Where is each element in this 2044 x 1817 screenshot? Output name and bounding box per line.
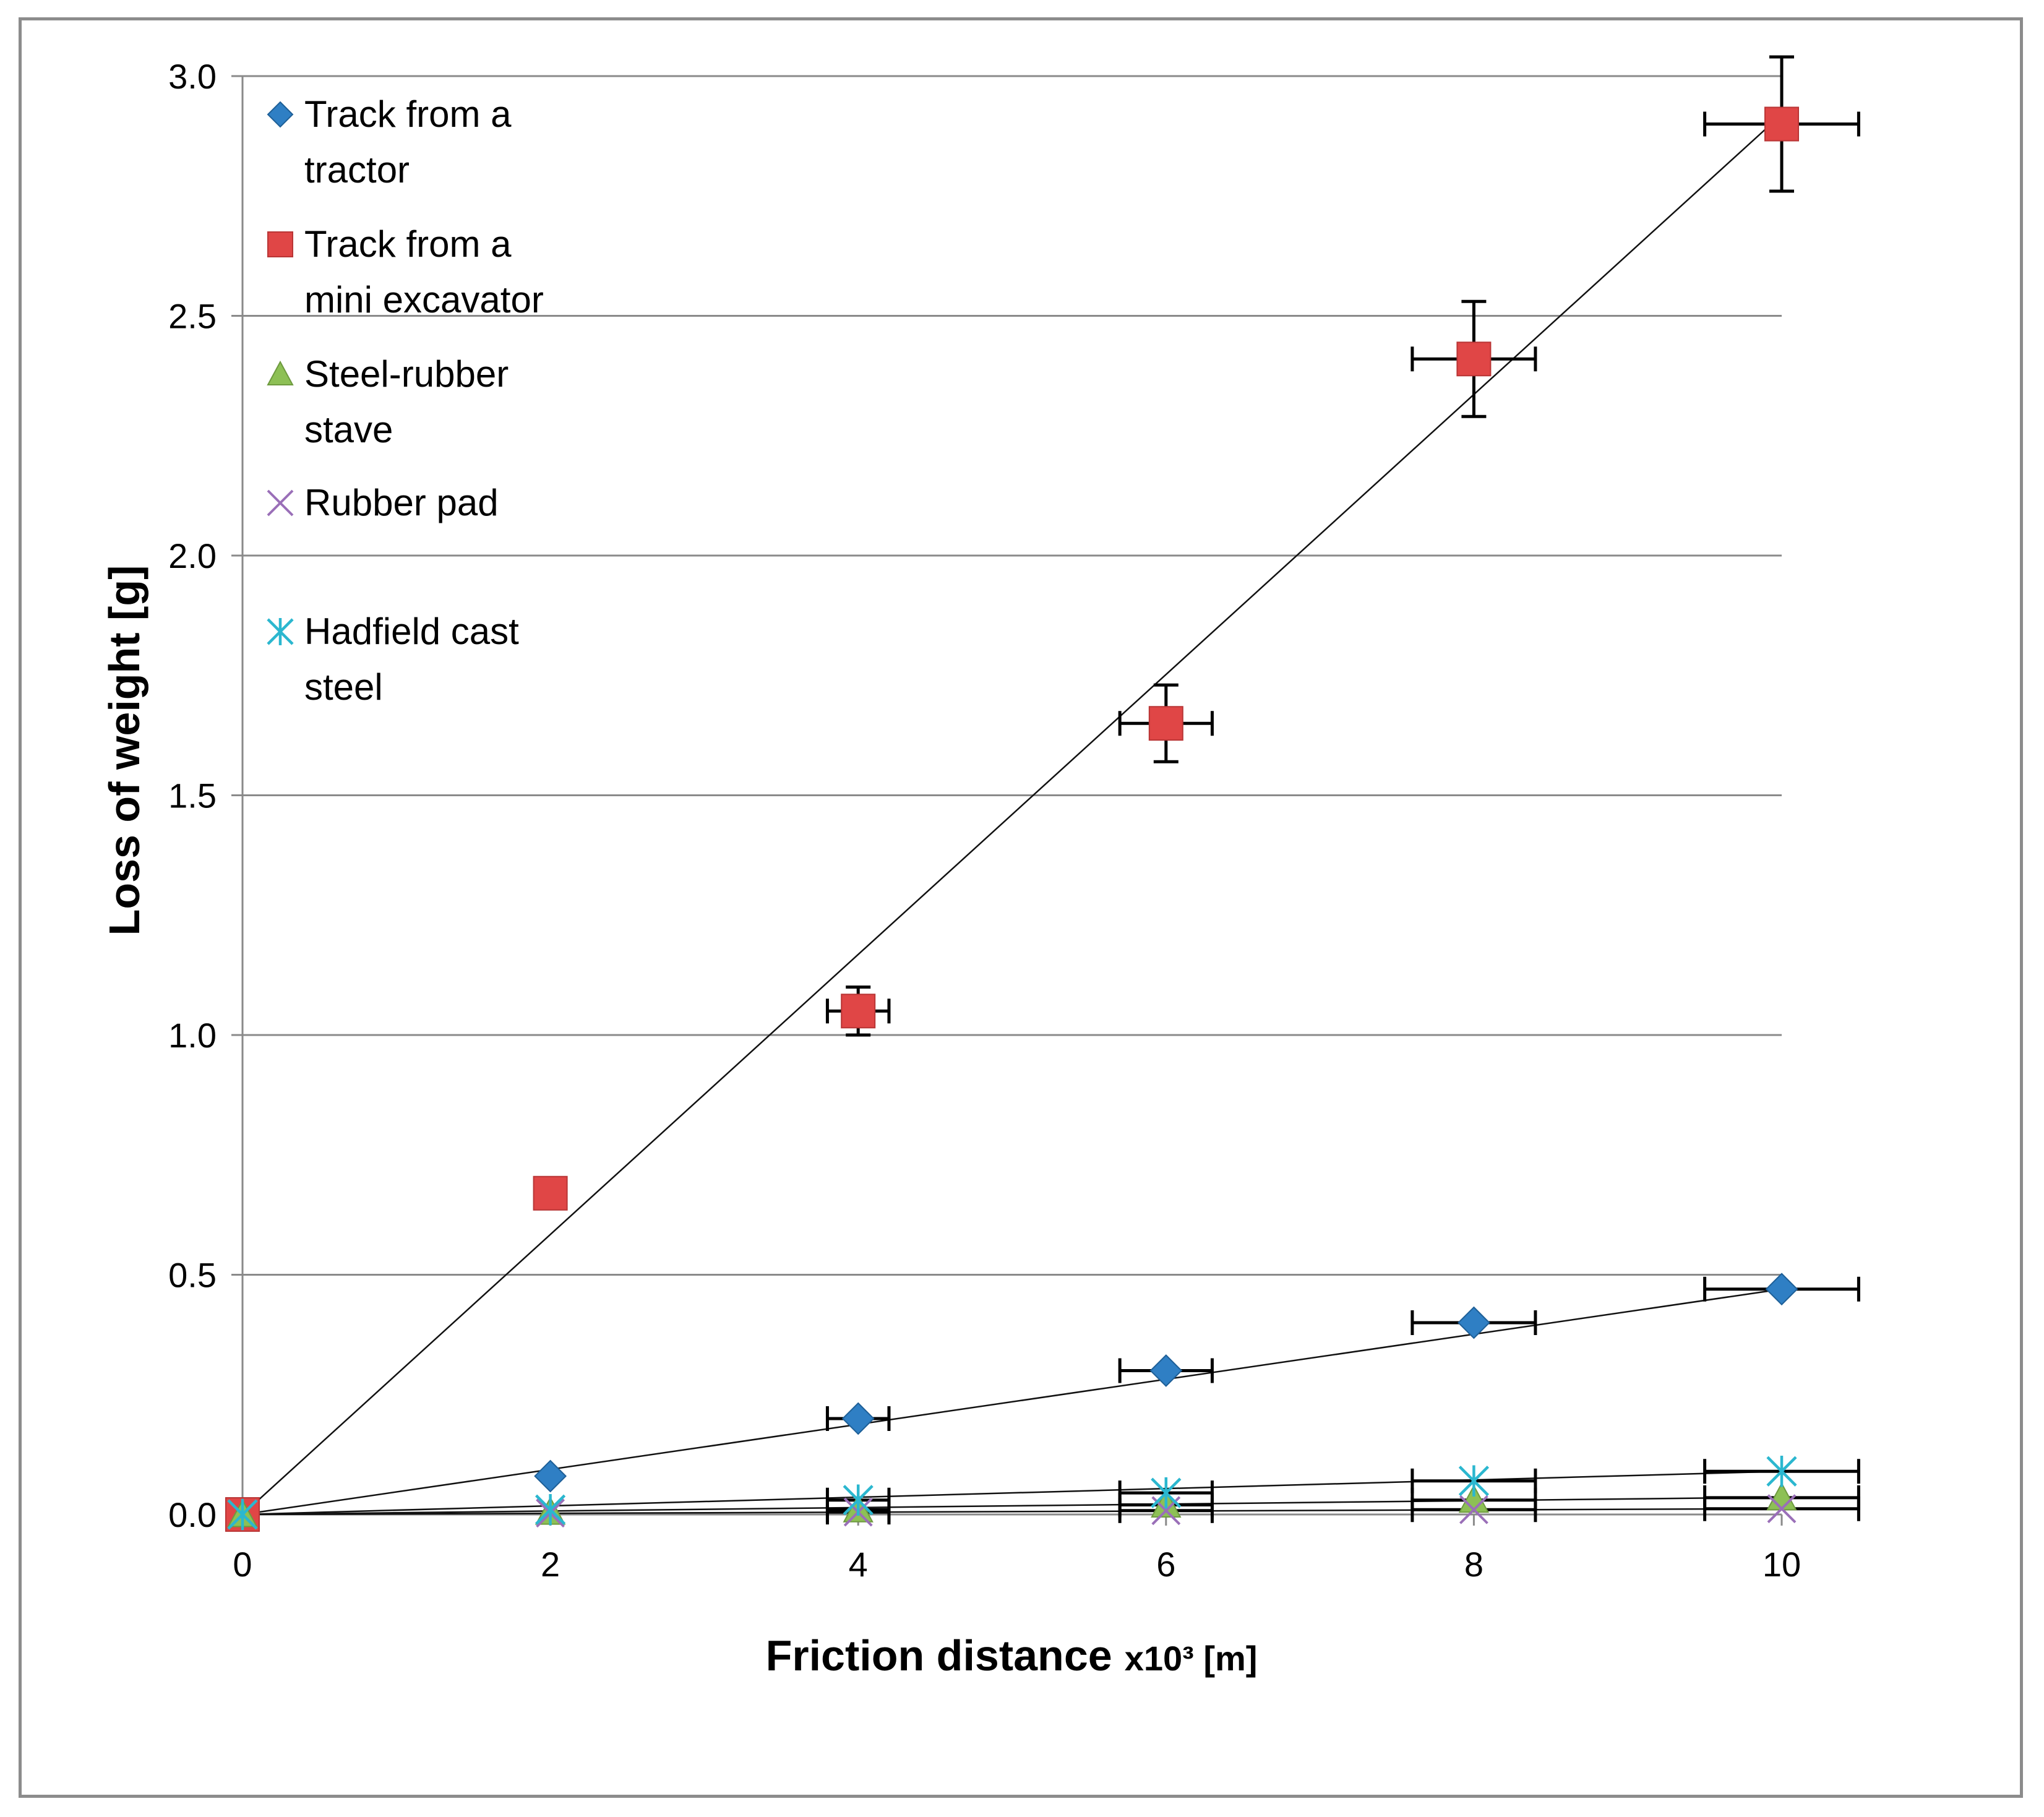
legend-entry-3: Rubber pad (267, 482, 499, 523)
legend-label-3-0: Rubber pad (304, 482, 499, 523)
legend-entry-2: Steel-rubber stave (267, 353, 509, 450)
legend-marker-1 (267, 231, 293, 257)
y-tick-label-5: 2.5 (168, 297, 217, 336)
y-axis-title: Loss of weight [g] (100, 565, 148, 936)
marker-0-2 (841, 1402, 875, 1435)
legend-label-2-0: Steel-rubber (304, 353, 509, 395)
legend-entry-1: Track from a mini excavator (267, 223, 544, 320)
tick-labels: 0.0 0.5 1.0 1.5 2.0 2.5 3.0 0 2 4 6 8 10 (168, 57, 1801, 1584)
marker-3-4 (1459, 1495, 1488, 1524)
x-axis-title-units: x10³ [m] (1125, 1639, 1258, 1678)
x-tick-label-4: 8 (1464, 1545, 1484, 1584)
marker-0-5 (1765, 1273, 1798, 1306)
x-tick-label-0: 0 (233, 1545, 252, 1584)
x-axis-title-main: Friction distance (766, 1631, 1112, 1680)
marker-1-2 (841, 994, 876, 1029)
marker-4-3 (1151, 1477, 1182, 1509)
legend-label-2-1: stave (304, 409, 393, 450)
legend-label-0-0: Track from a (304, 93, 512, 135)
axes-layer (231, 75, 1783, 1526)
legend-entry-0: Track from a tractor (267, 93, 512, 191)
legend-label-1-1: mini excavator (304, 279, 544, 320)
marker-3-5 (1767, 1494, 1797, 1524)
x-tick-label-5: 10 (1763, 1545, 1801, 1584)
x-tick-label-3: 6 (1156, 1545, 1175, 1584)
legend: Track from a tractor Track from a mini exca… (267, 93, 544, 708)
marker-1-1 (533, 1175, 568, 1211)
marker-4-2 (843, 1484, 874, 1516)
chart-frame: 0.0 0.5 1.0 1.5 2.0 2.5 3.0 0 2 4 6 8 10 Track from … (19, 17, 2023, 1798)
marker-1-5 (1764, 106, 1799, 142)
legend-marker-3 (267, 489, 294, 517)
data-markers (225, 106, 1799, 1532)
marker-4-1 (535, 1493, 566, 1526)
marker-1-4 (1456, 341, 1492, 377)
trendline-4 (242, 1471, 1782, 1516)
marker-0-4 (1457, 1306, 1490, 1339)
legend-marker-2 (267, 360, 294, 385)
x-axis-title: Friction distance x10³ [m] (766, 1631, 1258, 1680)
legend-label-1-0: Track from a (304, 223, 512, 265)
y-tick-label-2: 1.0 (168, 1016, 217, 1055)
y-tick-label-1: 0.5 (168, 1256, 217, 1295)
marker-0-1 (534, 1459, 567, 1493)
y-tick-label-6: 3.0 (168, 57, 217, 96)
trendline-0 (242, 1288, 1782, 1516)
x-tick-label-1: 2 (541, 1545, 560, 1584)
error-bars (825, 55, 1860, 1525)
x-tick-label-2: 4 (849, 1545, 868, 1584)
marker-4-4 (1458, 1465, 1489, 1497)
y-tick-label-0: 0.0 (168, 1495, 217, 1534)
y-tick-label-4: 2.0 (168, 536, 217, 575)
legend-label-4-1: steel (304, 666, 383, 708)
legend-label-0-1: tractor (304, 149, 410, 191)
legend-marker-0 (267, 101, 294, 128)
marker-2-4 (1458, 1484, 1490, 1513)
trendlines (242, 114, 1782, 1516)
trendline-1 (242, 114, 1782, 1515)
legend-label-4-0: Hadfield cast (304, 611, 519, 652)
grid-layer (243, 75, 1782, 1276)
marker-4-0 (227, 1498, 258, 1531)
marker-4-5 (1766, 1455, 1797, 1487)
legend-marker-4 (267, 618, 294, 645)
legend-entry-4: Hadfield cast steel (267, 611, 519, 708)
marker-0-3 (1149, 1354, 1183, 1387)
y-tick-label-3: 1.5 (168, 776, 217, 815)
scatter-chart: 0.0 0.5 1.0 1.5 2.0 2.5 3.0 0 2 4 6 8 10 Track from … (100, 55, 1860, 1680)
marker-1-3 (1148, 706, 1183, 741)
